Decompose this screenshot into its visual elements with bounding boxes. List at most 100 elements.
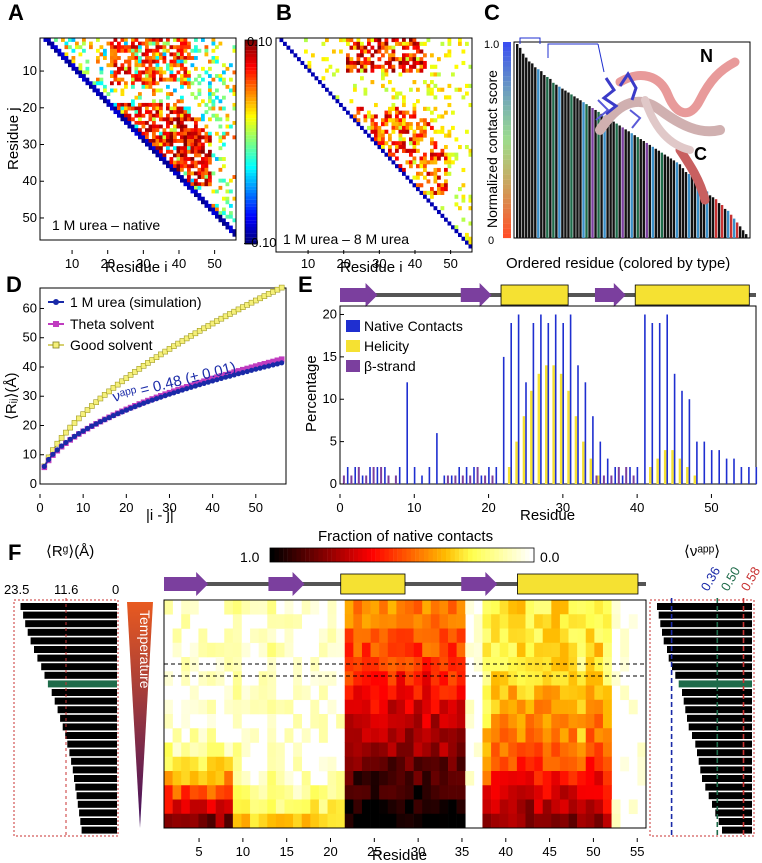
contact-cell	[197, 193, 202, 198]
fraction-cell	[396, 785, 406, 800]
helicity-bar	[582, 441, 585, 484]
nu-bar	[692, 732, 752, 739]
fraction-cell	[405, 699, 414, 715]
contact-cell	[148, 117, 153, 122]
contact-cell	[225, 214, 230, 219]
contact-cell	[85, 66, 90, 71]
contact-cell	[204, 135, 209, 140]
contact-cell	[117, 106, 121, 111]
fraction-cell	[499, 714, 509, 729]
contact-cell	[197, 135, 202, 140]
contact-score-bar	[660, 152, 664, 238]
fraction-cell	[516, 699, 526, 715]
fraction-cell	[577, 685, 587, 701]
contact-cell	[290, 49, 294, 54]
contact-cell	[173, 63, 177, 68]
contact-cell	[412, 102, 417, 108]
contact-cell	[75, 41, 79, 46]
fraction-cell	[344, 685, 354, 701]
panel-c-ytick-top: 1.0	[484, 39, 499, 51]
contact-cell	[190, 48, 195, 53]
contact-cell	[194, 146, 198, 151]
contact-cell	[141, 113, 146, 118]
contact-cell	[374, 38, 378, 43]
contact-cell	[197, 182, 202, 187]
contact-cell	[398, 91, 403, 96]
contact-cell	[416, 171, 420, 176]
fraction-cell	[207, 785, 216, 800]
contact-cell	[148, 77, 153, 82]
contact-score-bar	[516, 44, 519, 238]
contact-cell	[444, 53, 448, 58]
fraction-cell	[542, 614, 552, 629]
colorbar-segment	[274, 548, 279, 562]
contact-cell	[183, 77, 188, 82]
fraction-cell	[542, 714, 552, 729]
rg-tick-zero: 0	[112, 582, 119, 597]
contact-cell	[367, 125, 371, 131]
contact-cell	[106, 99, 111, 104]
contact-cell	[82, 77, 86, 82]
beta-strand-arrow	[164, 572, 209, 596]
contact-score-bar	[642, 141, 645, 238]
contact-cell	[360, 41, 364, 46]
contact-cell	[353, 114, 357, 119]
fraction-cell	[508, 614, 518, 629]
helicity-bar	[693, 475, 697, 484]
strand-bar	[394, 475, 397, 484]
data-point	[261, 364, 267, 370]
contact-cell	[183, 56, 188, 60]
contact-cell	[381, 122, 385, 127]
fraction-cell	[585, 742, 595, 758]
fraction-cell	[568, 628, 578, 644]
y-tick-label: 20	[323, 306, 337, 321]
fraction-cell	[198, 671, 208, 686]
colorbar-segment	[393, 548, 398, 562]
contact-cell	[402, 110, 406, 115]
contact-cell	[437, 114, 441, 119]
contact-cell	[75, 45, 79, 50]
fraction-cell	[577, 614, 587, 629]
fraction-cell	[628, 699, 638, 715]
nu-bar	[688, 723, 752, 731]
fraction-cell	[198, 813, 208, 829]
contact-cell	[99, 45, 104, 50]
fraction-cell	[353, 699, 363, 715]
contact-cell	[159, 99, 163, 104]
contact-cell	[71, 48, 76, 53]
colorbar-segment	[327, 548, 332, 562]
helicity-bar	[597, 475, 600, 484]
contact-cell	[176, 160, 181, 165]
fraction-cell	[448, 785, 457, 800]
fraction-cell	[267, 714, 277, 729]
contact-cell	[120, 88, 125, 93]
fraction-cell	[448, 813, 457, 829]
colorbar-segment	[358, 548, 363, 562]
contact-cell	[461, 194, 466, 199]
contact-cell	[215, 45, 219, 50]
contact-cell	[159, 102, 163, 107]
fraction-cell	[473, 642, 483, 658]
contact-cell	[110, 106, 114, 111]
contact-cell	[152, 102, 156, 107]
contact-cell	[159, 157, 163, 161]
contact-cell	[155, 88, 160, 93]
contact-cell	[232, 106, 237, 111]
contact-cell	[363, 87, 368, 92]
colorbar-segment	[476, 548, 482, 562]
rg-bar	[60, 714, 117, 722]
contact-cell	[222, 211, 226, 216]
contact-cell	[134, 128, 139, 133]
contact-cell	[180, 45, 184, 50]
fraction-cell	[353, 685, 363, 701]
contact-cell	[222, 178, 226, 183]
contact-cell	[180, 117, 184, 122]
nu-bar	[698, 757, 752, 765]
contact-cell	[138, 135, 142, 140]
fraction-cell	[267, 642, 277, 658]
contact-cell	[360, 60, 364, 66]
contact-cell	[127, 56, 132, 60]
fraction-cell	[327, 699, 337, 715]
contact-cell	[141, 70, 146, 75]
contact-cell	[218, 139, 223, 143]
